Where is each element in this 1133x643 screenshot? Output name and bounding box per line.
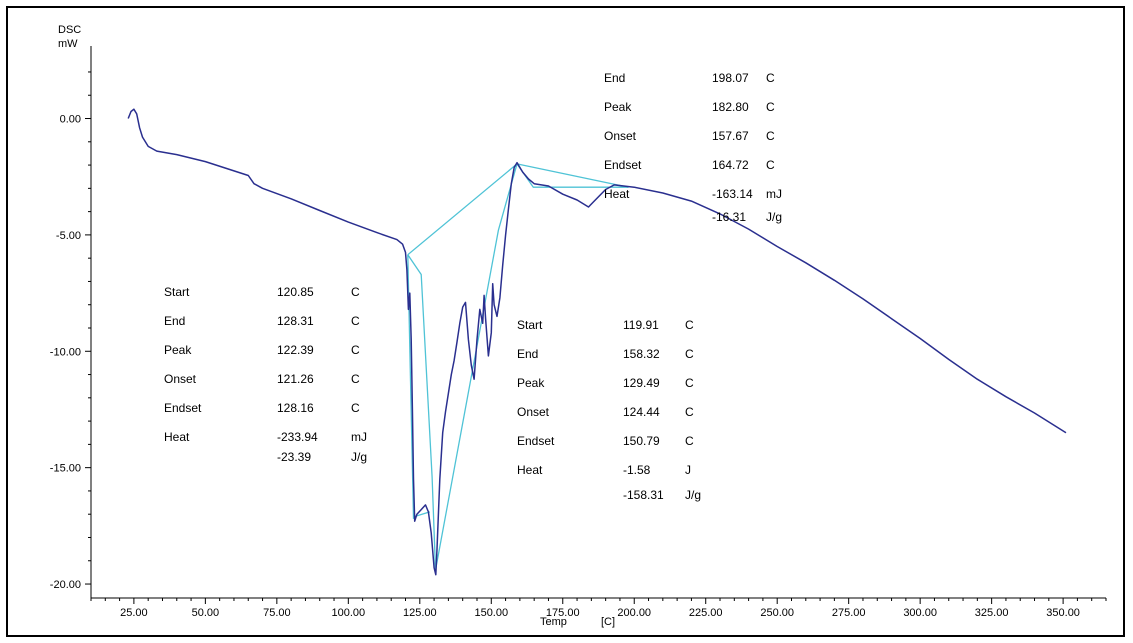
baseline-construction-line (516, 163, 629, 188)
annotation-unit: C (766, 129, 775, 143)
baseline-construction-line (407, 163, 518, 256)
y-tick-label: -5.00 (56, 230, 81, 242)
annotation-unit: C (766, 158, 775, 172)
annotation-label: Heat (517, 463, 543, 477)
chart-frame (6, 6, 1125, 637)
x-tick-label: 350.00 (1046, 607, 1080, 619)
annotation-value: -1.58 (623, 463, 651, 477)
x-tick-label: 125.00 (403, 607, 437, 619)
x-tick-label: 75.00 (263, 607, 291, 619)
x-tick-label: 200.00 (617, 607, 651, 619)
annotation-unit: C (685, 347, 694, 361)
annotation-value: 122.39 (277, 343, 314, 357)
annotation-unit: J/g (685, 488, 702, 502)
annotation-value: 150.79 (623, 434, 660, 448)
annotation-value: 158.32 (623, 347, 660, 361)
annotation-label: Endset (517, 434, 555, 448)
annotation-unit: C (685, 434, 694, 448)
annotation-value: 129.49 (623, 376, 660, 390)
x-tick-label: 100.00 (331, 607, 365, 619)
x-tick-label: 275.00 (832, 607, 866, 619)
annotation-value: 198.07 (712, 71, 749, 85)
x-tick-label: 150.00 (474, 607, 508, 619)
x-tick-label: 50.00 (192, 607, 220, 619)
annotation-unit: C (351, 314, 360, 328)
baseline-construction-line (434, 163, 518, 571)
y-axis-title: DSC (58, 24, 82, 36)
annotation-label: Start (164, 285, 190, 299)
annotation-unit: C (351, 372, 360, 386)
baseline-construction-line (407, 254, 437, 571)
annotation-label: Endset (604, 158, 642, 172)
annotation-label: Peak (517, 376, 545, 390)
annotation-value: 124.44 (623, 405, 660, 419)
x-tick-label: 250.00 (760, 607, 794, 619)
annotation-unit: C (766, 71, 775, 85)
annotation-value: 157.67 (712, 129, 749, 143)
annotation-unit: C (766, 100, 775, 114)
annotation-label: Start (517, 318, 543, 332)
annotation-value: 182.80 (712, 100, 749, 114)
annotation-value: -158.31 (623, 488, 664, 502)
y-axis-unit: mW (58, 38, 78, 50)
annotation-unit: mJ (351, 430, 367, 444)
x-axis-unit: [C] (601, 616, 616, 628)
annotation-value: 128.16 (277, 401, 314, 415)
annotation-unit: mJ (766, 187, 782, 201)
annotation-value: 164.72 (712, 158, 749, 172)
annotation-unit: C (351, 343, 360, 357)
annotation-label: Endset (164, 401, 202, 415)
annotation-unit: J/g (351, 450, 368, 464)
x-axis-title: Temp (540, 616, 567, 628)
dsc-curve-series (127, 108, 1067, 576)
y-tick-label: -10.00 (50, 346, 81, 358)
annotation-value: 120.85 (277, 285, 314, 299)
annotation-value: 121.26 (277, 372, 314, 386)
y-tick-label: -20.00 (50, 579, 81, 591)
annotation-value: 128.31 (277, 314, 314, 328)
annotation-label: Peak (164, 343, 192, 357)
annotation-label: End (517, 347, 539, 361)
y-tick-label: 0.00 (60, 114, 81, 126)
annotation-value: 119.91 (623, 318, 659, 332)
annotation-value: -233.94 (277, 430, 318, 444)
x-tick-label: 325.00 (975, 607, 1009, 619)
baseline-construction-line (414, 511, 430, 518)
annotation-value: -23.39 (277, 450, 312, 464)
annotation-unit: C (351, 401, 360, 415)
annotation-value: -16.31 (712, 210, 747, 224)
annotation-label: End (604, 71, 626, 85)
x-tick-label: 300.00 (903, 607, 937, 619)
annotation-unit: J/g (766, 210, 783, 224)
x-tick-label: 25.00 (120, 607, 148, 619)
annotation-label: Peak (604, 100, 632, 114)
annotation-label: End (164, 314, 186, 328)
annotation-unit: C (685, 376, 694, 390)
annotation-unit: C (685, 405, 694, 419)
annotation-label: Onset (604, 129, 637, 143)
annotation-unit: C (685, 318, 694, 332)
annotation-label: Heat (604, 187, 630, 201)
x-tick-label: 175.00 (546, 607, 580, 619)
x-tick-label: 225.00 (689, 607, 723, 619)
annotation-value: -163.14 (712, 187, 753, 201)
annotation-unit: J (685, 463, 691, 477)
annotation-label: Onset (517, 405, 550, 419)
annotation-label: Heat (164, 430, 190, 444)
y-tick-label: -15.00 (50, 463, 81, 475)
annotation-unit: C (351, 285, 360, 299)
annotation-label: Onset (164, 372, 197, 386)
